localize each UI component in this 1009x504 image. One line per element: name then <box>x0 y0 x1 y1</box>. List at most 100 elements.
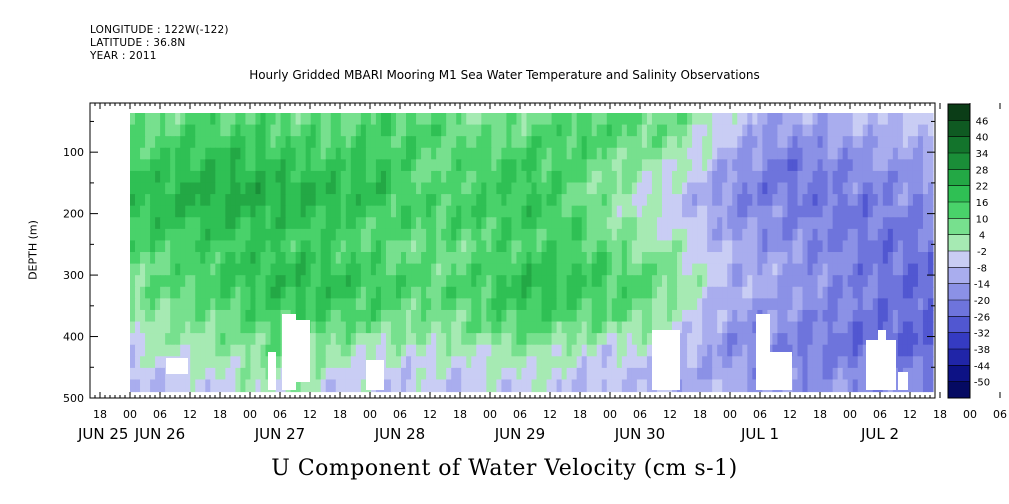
heatmap-cell <box>807 124 814 138</box>
heatmap-cell <box>591 240 598 254</box>
heatmap-cell <box>772 124 779 138</box>
heatmap-cell <box>837 147 844 161</box>
heatmap-cell <box>456 205 462 219</box>
heatmap-cell <box>892 309 899 323</box>
heatmap-cell <box>350 147 357 161</box>
heatmap-cell <box>330 194 337 207</box>
heatmap-cell <box>390 275 397 288</box>
heatmap-cell <box>536 194 543 207</box>
heatmap-cell <box>486 228 492 242</box>
heatmap-cell <box>230 275 236 288</box>
heatmap-cell <box>616 344 623 358</box>
heatmap-cell <box>130 136 136 149</box>
heatmap-cell <box>511 228 518 242</box>
heatmap-cell <box>531 367 538 381</box>
heatmap-cell <box>797 194 804 207</box>
heatmap-cell <box>802 263 809 277</box>
heatmap-cell <box>486 170 492 184</box>
heatmap-cell <box>566 321 573 335</box>
heatmap-cell <box>190 379 196 393</box>
heatmap-cell <box>205 275 211 288</box>
heatmap-cell <box>175 379 181 393</box>
heatmap-cell <box>702 344 708 358</box>
heatmap-cell <box>551 286 558 300</box>
heatmap-cell <box>436 205 442 219</box>
heatmap-cell <box>571 182 578 196</box>
heatmap-cell <box>250 205 257 219</box>
heatmap-cell <box>827 228 834 242</box>
heatmap-cell <box>817 263 824 277</box>
heatmap-cell <box>310 182 317 196</box>
heatmap-cell <box>722 205 728 219</box>
heatmap-cell <box>852 147 859 161</box>
heatmap-cell <box>160 286 166 300</box>
heatmap-cell <box>576 147 583 161</box>
heatmap-cell <box>225 147 231 161</box>
heatmap-cell <box>235 309 242 323</box>
heatmap-cell <box>476 217 482 230</box>
heatmap-cell <box>180 298 186 312</box>
heatmap-cell <box>190 170 196 184</box>
heatmap-cell <box>702 298 708 312</box>
heatmap-cell <box>621 333 628 346</box>
heatmap-cell <box>636 356 643 369</box>
heatmap-cell <box>280 136 287 149</box>
heatmap-cell <box>646 147 653 161</box>
heatmap-cell <box>170 367 176 381</box>
heatmap-cell <box>481 205 487 219</box>
heatmap-cell <box>847 147 854 161</box>
heatmap-cell <box>596 124 603 138</box>
heatmap-cell <box>892 113 899 126</box>
heatmap-cell <box>591 194 598 207</box>
heatmap-cell <box>411 170 417 184</box>
heatmap-cell <box>707 240 713 254</box>
heatmap-cell <box>215 379 221 393</box>
heatmap-cell <box>441 309 447 323</box>
heatmap-cell <box>235 124 242 138</box>
heatmap-cell <box>742 367 748 381</box>
heatmap-cell <box>722 124 728 138</box>
heatmap-cell <box>797 124 804 138</box>
heatmap-cell <box>877 298 884 312</box>
heatmap-cell <box>290 159 297 172</box>
heatmap-cell <box>170 194 176 207</box>
heatmap-cell <box>160 194 166 207</box>
heatmap-cell <box>155 159 161 172</box>
heatmap-cell <box>787 182 794 196</box>
heatmap-cell <box>656 147 663 161</box>
heatmap-cell <box>265 113 272 126</box>
heatmap-cell <box>797 321 804 335</box>
heatmap-cell <box>892 298 899 312</box>
heatmap-cell <box>235 379 242 393</box>
heatmap-cell <box>245 228 252 242</box>
heatmap-cell <box>576 263 583 277</box>
heatmap-cell <box>250 136 257 149</box>
heatmap-cell <box>205 333 211 346</box>
heatmap-cell <box>355 333 362 346</box>
heatmap-cell <box>365 170 372 184</box>
heatmap-cell <box>175 228 181 242</box>
heatmap-cell <box>370 333 377 346</box>
heatmap-cell <box>210 147 216 161</box>
heatmap-cell <box>672 228 678 242</box>
heatmap-cell <box>887 159 894 172</box>
heatmap-cell <box>526 379 533 393</box>
heatmap-cell <box>817 298 824 312</box>
heatmap-cell <box>882 309 889 323</box>
heatmap-cell <box>541 205 548 219</box>
heatmap-cell <box>641 228 648 242</box>
heatmap-cell <box>180 182 186 196</box>
heatmap-cell <box>882 286 889 300</box>
heatmap-cell <box>165 240 171 254</box>
heatmap-cell <box>501 147 508 161</box>
heatmap-cell <box>501 275 508 288</box>
heatmap-cell <box>385 309 392 323</box>
heatmap-cell <box>882 275 889 288</box>
heatmap-cell <box>501 217 508 230</box>
heatmap-cell <box>130 217 136 230</box>
heatmap-cell <box>631 309 638 323</box>
heatmap-cell <box>350 159 357 172</box>
heatmap-cell <box>827 205 834 219</box>
heatmap-cell <box>275 252 282 265</box>
heatmap-cell <box>385 379 392 393</box>
